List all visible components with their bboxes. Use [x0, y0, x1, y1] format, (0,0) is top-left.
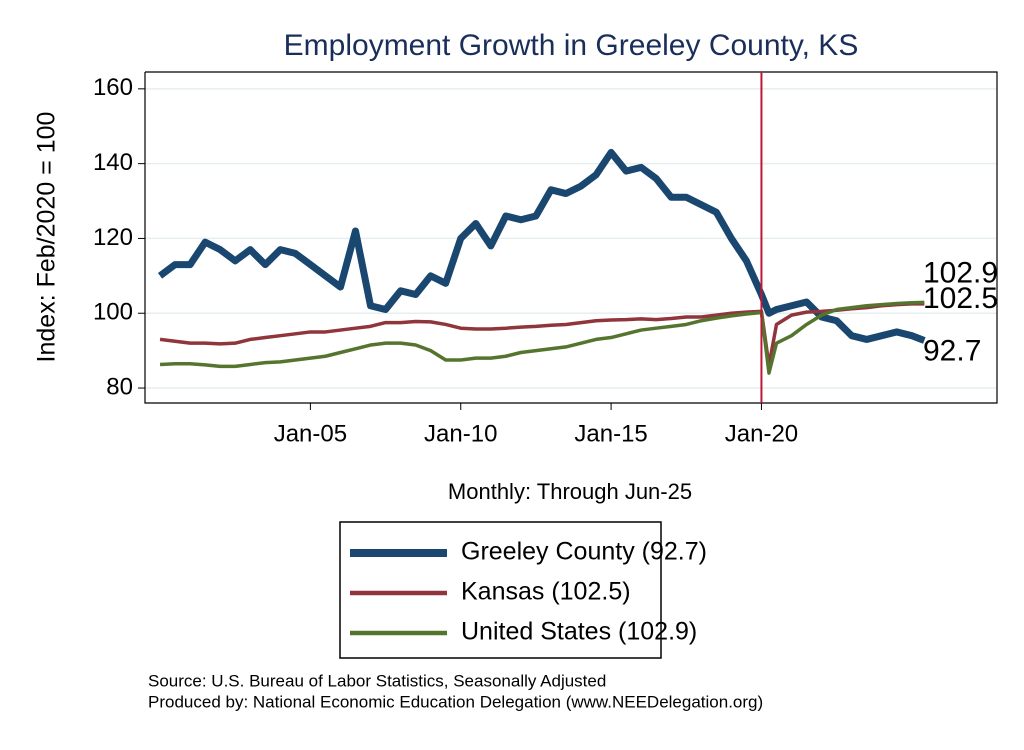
x-tick-label: Jan-10: [424, 420, 497, 447]
axes: [144, 71, 998, 404]
end-label: 102.9: [923, 256, 998, 289]
y-tick-label: 120: [93, 224, 133, 251]
source-note: Source: U.S. Bureau of Labor Statistics,…: [148, 671, 606, 690]
legend-label: Kansas (102.5): [461, 578, 631, 606]
legend-label: United States (102.9): [461, 618, 697, 646]
y-tick-label: 140: [93, 149, 133, 176]
y-tick-label: 100: [93, 299, 133, 326]
y-tick-label: 160: [93, 74, 133, 101]
y-axis-title: Index: Feb/2020 = 100: [33, 112, 61, 363]
legend-box: [339, 521, 662, 659]
legend-label: Greeley County (92.7): [461, 538, 707, 566]
series-line: [159, 302, 925, 368]
x-tick-label: Jan-15: [574, 420, 647, 447]
series-line: [157, 148, 926, 344]
y-tick-label: 80: [106, 373, 133, 400]
chart-title: Employment Growth in Greeley County, KS: [284, 29, 859, 62]
x-tick-label: Jan-20: [725, 420, 798, 447]
producer-note: Produced by: National Economic Education…: [148, 692, 763, 711]
series-line: [159, 300, 925, 375]
end-label: 102.5: [923, 282, 998, 315]
x-axis-title: Monthly: Through Jun-25: [448, 479, 692, 504]
x-tick-label: Jan-05: [274, 420, 347, 447]
end-label: 92.7: [923, 334, 981, 367]
